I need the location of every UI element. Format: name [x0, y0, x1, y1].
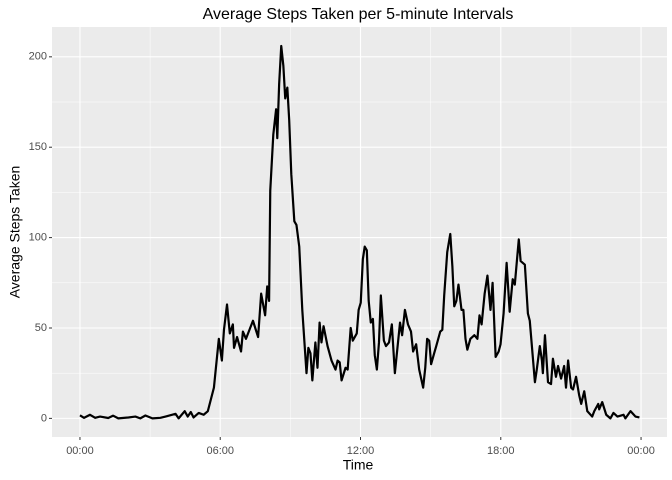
x-tick-label: 00:00 — [627, 445, 655, 457]
y-tick-label: 200 — [29, 51, 47, 63]
x-tick-label: 06:00 — [206, 445, 234, 457]
x-tick-label: 18:00 — [487, 445, 515, 457]
x-tick-label: 00:00 — [66, 445, 94, 457]
data-line — [79, 44, 640, 420]
x-tick-label: 12:00 — [347, 445, 375, 457]
y-tick-label: 100 — [29, 232, 47, 244]
x-axis-label: Time — [343, 457, 374, 473]
y-tick-label: 0 — [41, 412, 47, 424]
y-axis-label: Average Steps Taken — [7, 166, 23, 299]
chart-title: Average Steps Taken per 5-minute Interva… — [203, 6, 514, 23]
plot-background — [52, 27, 667, 437]
y-tick-label: 150 — [29, 141, 47, 153]
y-tick-label: 50 — [35, 322, 47, 334]
